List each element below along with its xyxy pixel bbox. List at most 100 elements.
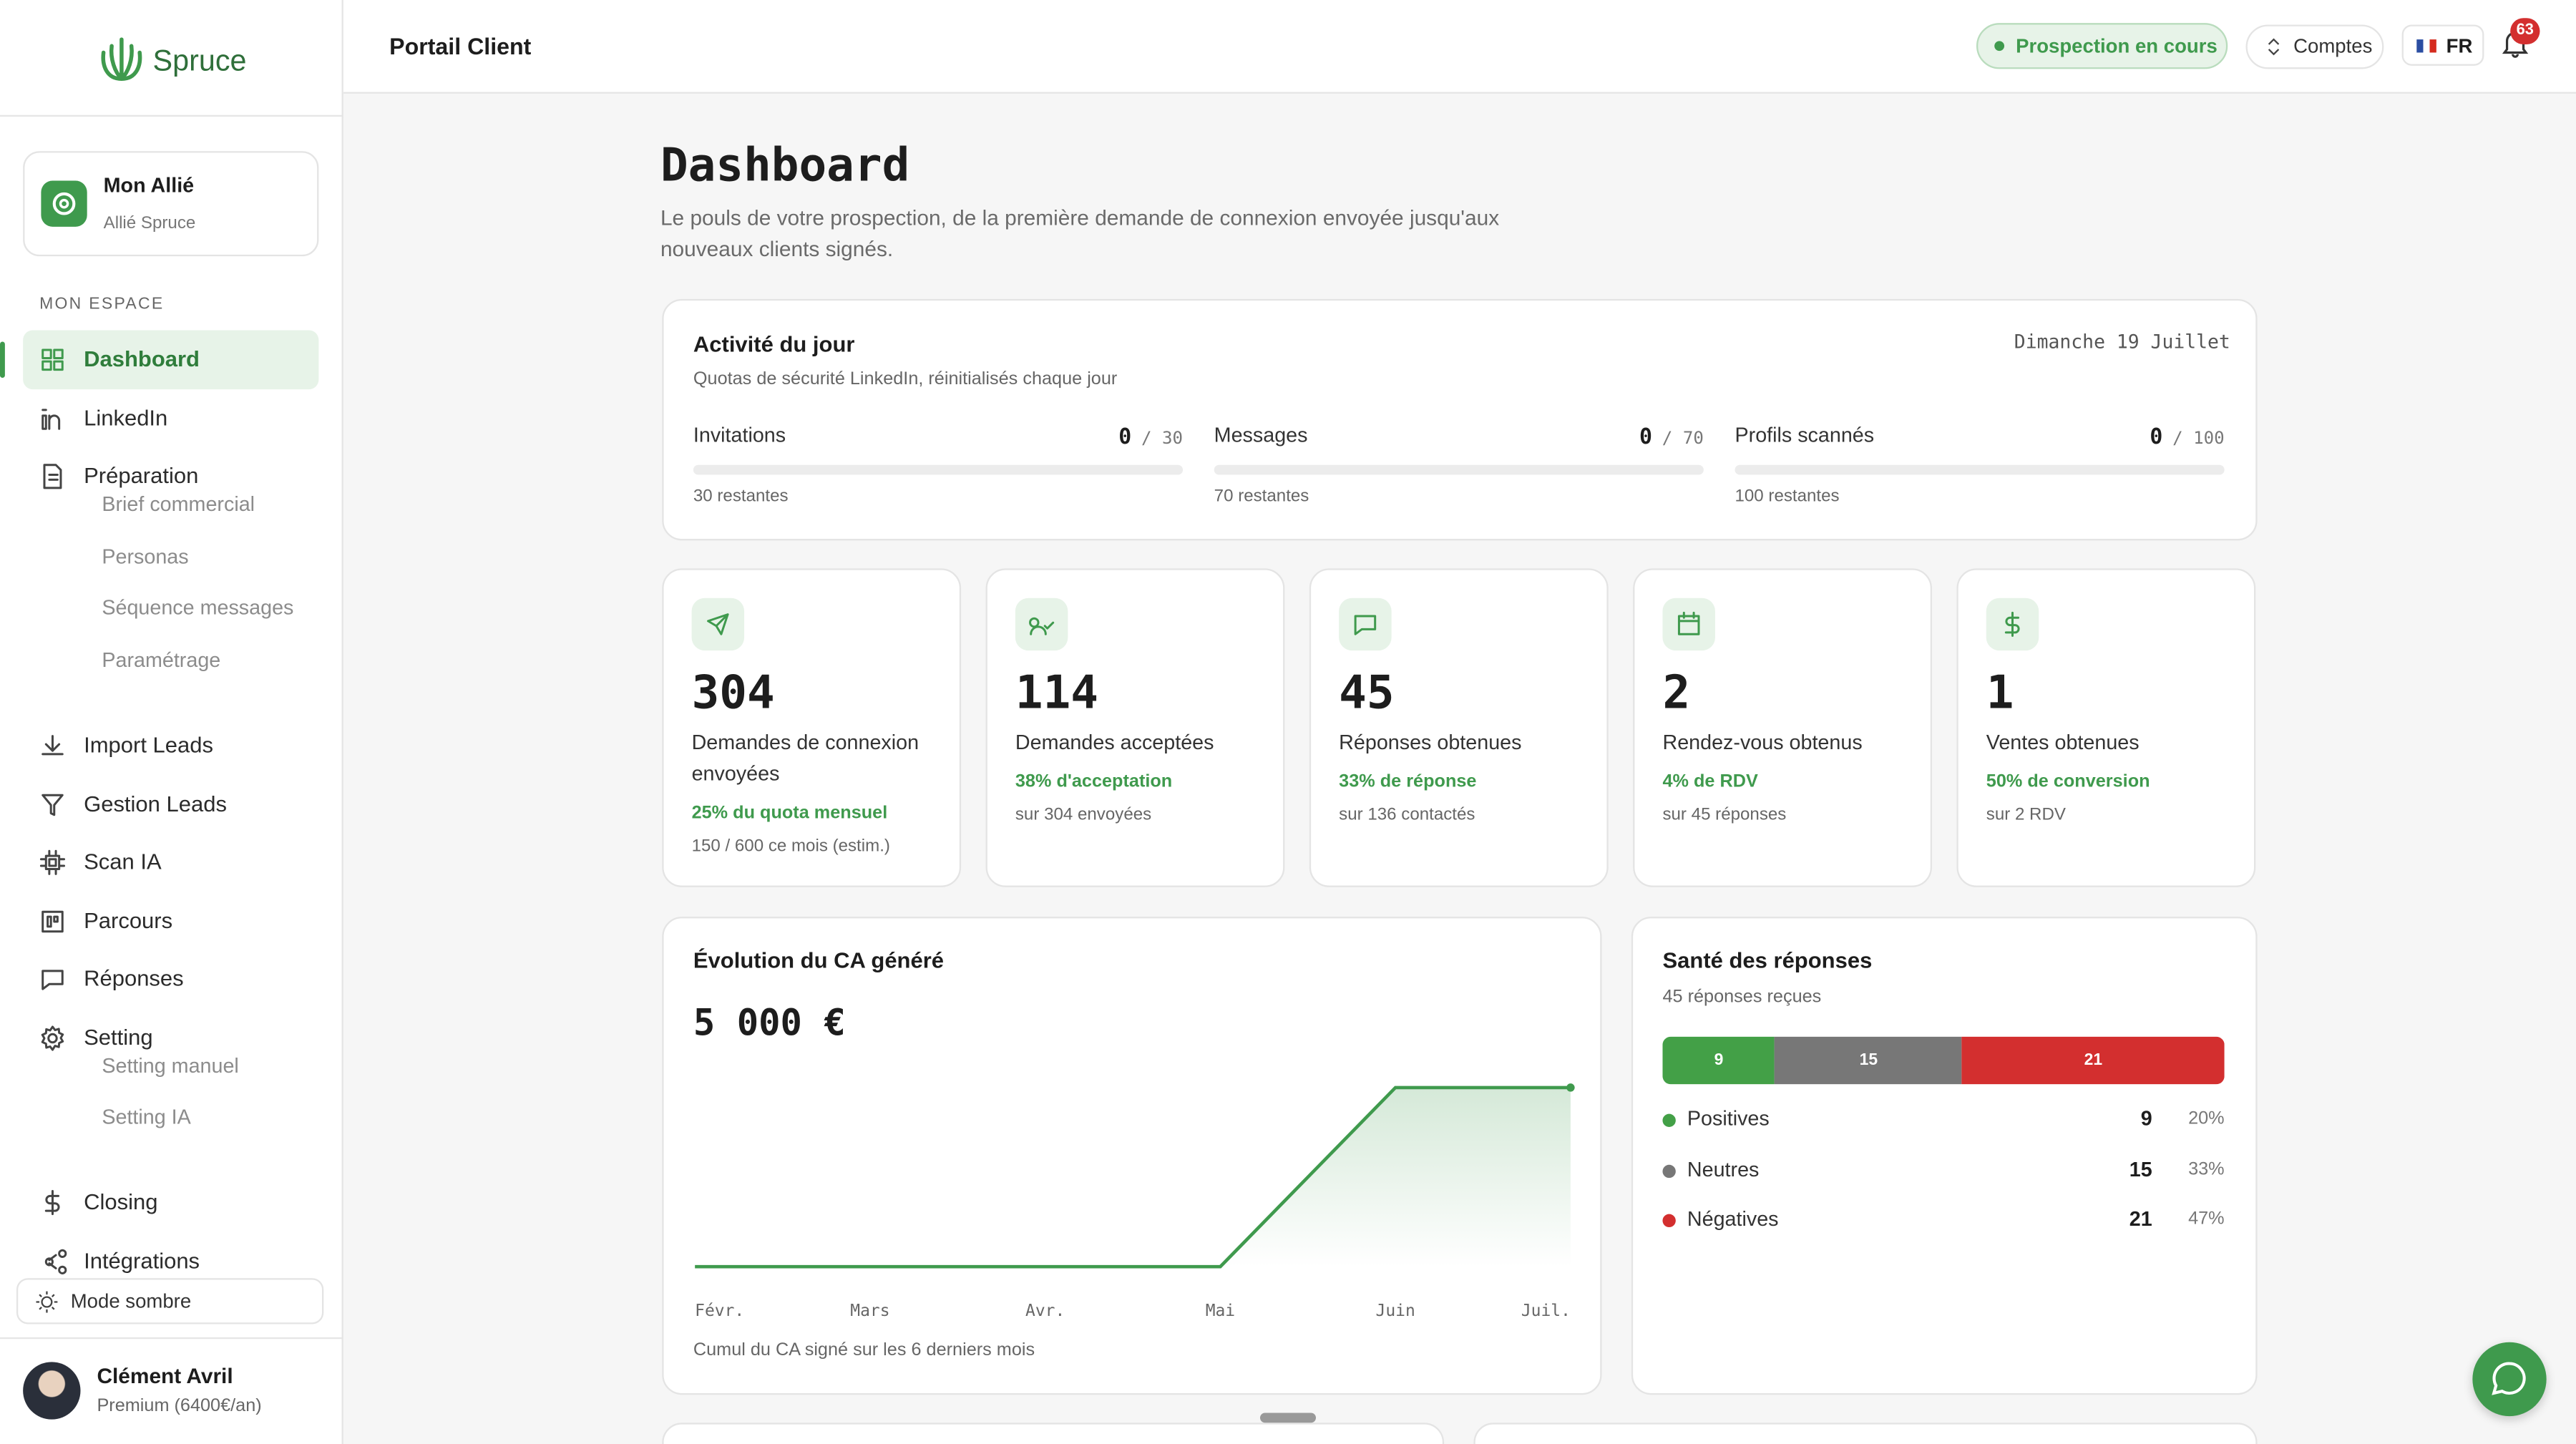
icon xyxy=(42,970,64,991)
legend-count: 9 xyxy=(2140,1107,2152,1131)
next-card xyxy=(662,1423,1445,1444)
kpi-label: Demandes de connexion envoyées xyxy=(691,731,919,786)
icon xyxy=(42,735,64,756)
status-pill[interactable] xyxy=(1976,23,2228,69)
health-segment: 9 xyxy=(1662,1036,1775,1085)
kpi-detail: 150 / 600 ce mois (estim.) xyxy=(691,836,890,857)
nav-item[interactable]: LinkedIn xyxy=(84,405,168,430)
nav-subitem[interactable]: Setting IA xyxy=(102,1106,191,1130)
icon xyxy=(2004,611,2020,638)
nav-item[interactable]: Setting xyxy=(84,1025,153,1050)
icon xyxy=(43,464,62,489)
legend-count: 21 xyxy=(2129,1207,2152,1231)
icon xyxy=(39,850,66,876)
kpi-rate: 25% du quota mensuel xyxy=(691,803,888,824)
kpi-icon-bg xyxy=(1662,597,1715,651)
quota-track xyxy=(1735,464,2225,475)
ally-title: Mon Allié xyxy=(103,174,195,197)
user-plan: Premium (6400€/an) xyxy=(97,1396,262,1417)
nav-item[interactable]: Réponses xyxy=(84,966,184,992)
nav-item[interactable]: Import Leads xyxy=(84,732,214,758)
kpi-detail: sur 45 réponses xyxy=(1662,805,1787,825)
kpi-detail: sur 136 contactés xyxy=(1339,805,1475,825)
chat-button[interactable] xyxy=(2472,1342,2547,1417)
nav-item[interactable]: Parcours xyxy=(84,908,173,933)
health-title: Santé des réponses xyxy=(1662,947,1873,973)
nav-subitem[interactable]: Setting manuel xyxy=(102,1054,239,1078)
kpi-rate: 4% de RDV xyxy=(1662,772,1758,792)
nav-active xyxy=(23,330,319,390)
icon xyxy=(44,1249,67,1274)
activity-date: Dimanche 19 Juillet xyxy=(2014,330,2230,353)
ally-subtitle: Allié Spruce xyxy=(103,213,196,234)
nav-subitem[interactable]: Séquence messages xyxy=(102,597,294,620)
kpi-value: 114 xyxy=(1015,665,1099,720)
icon xyxy=(42,910,64,932)
icon xyxy=(1029,617,1055,635)
kpi-icon-bg xyxy=(1015,597,1068,651)
kpi-label: Ventes obtenues xyxy=(1986,731,2140,754)
nav-item[interactable]: Intégrations xyxy=(84,1248,200,1273)
scroll-handle[interactable] xyxy=(1259,1413,1317,1423)
quota-limit: / 70 xyxy=(1662,429,1704,449)
legend-share: 47% xyxy=(2188,1209,2225,1229)
kpi-value: 45 xyxy=(1339,665,1395,720)
quota-used: 0 xyxy=(1118,425,1132,451)
icon xyxy=(41,1025,64,1051)
month-label: Mars xyxy=(850,1302,889,1320)
ally-icon xyxy=(41,180,87,227)
revenue-line xyxy=(695,1086,1571,1269)
month-label: Juil. xyxy=(1521,1302,1571,1320)
nav-item[interactable]: Scan IA xyxy=(84,849,162,874)
quota-count: 0 / 70 xyxy=(1214,422,1704,452)
nav-item[interactable]: Dashboard xyxy=(84,346,200,371)
quota-remaining: 100 restantes xyxy=(1735,486,1840,507)
avatar[interactable] xyxy=(23,1362,81,1420)
revenue-caption: Cumul du CA signé sur les 6 derniers moi… xyxy=(693,1340,1035,1361)
accounts-button[interactable] xyxy=(2245,24,2384,69)
revenue-total: 5 000 € xyxy=(693,1003,846,1045)
legend-share: 20% xyxy=(2188,1108,2225,1129)
kpi-rate: 50% de conversion xyxy=(1986,772,2150,792)
kpi-detail: sur 2 RDV xyxy=(1986,805,2066,825)
kpi-label: Réponses obtenues xyxy=(1339,731,1522,754)
quota-count: 0 / 100 xyxy=(1735,422,2224,452)
legend-dot xyxy=(1662,1214,1676,1228)
quota-remaining: 70 restantes xyxy=(1214,486,1309,507)
kpi-rate: 38% d'acceptation xyxy=(1015,772,1173,792)
nav-subitem[interactable]: Brief commercial xyxy=(102,492,255,516)
legend-count: 15 xyxy=(2129,1157,2152,1181)
nav-subitem[interactable]: Paramétrage xyxy=(102,649,221,673)
quota-used: 0 xyxy=(1639,425,1653,451)
kpi-rate: 33% de réponse xyxy=(1339,772,1477,792)
quota-limit: / 30 xyxy=(1141,429,1184,449)
status-label: Prospection en cours xyxy=(2016,34,2218,58)
logo xyxy=(101,37,142,81)
next-card xyxy=(1473,1423,2258,1444)
quota-count: 0 / 30 xyxy=(693,422,1183,452)
kpi-value: 304 xyxy=(691,665,775,720)
accounts-label: Comptes xyxy=(2293,34,2373,58)
legend-share: 33% xyxy=(2188,1158,2225,1179)
user-name: Clément Avril xyxy=(97,1363,233,1389)
brand: Spruce xyxy=(152,44,247,77)
kpi-detail: sur 304 envoyées xyxy=(1015,805,1152,825)
revenue-point xyxy=(1566,1083,1575,1092)
nav-item[interactable]: Closing xyxy=(84,1189,158,1215)
nav-subitem[interactable]: Personas xyxy=(102,545,189,568)
language-button[interactable] xyxy=(2401,24,2484,66)
notification-badge: 63 xyxy=(2510,18,2540,44)
legend-name: Neutres xyxy=(1687,1157,1760,1181)
page-title: Dashboard xyxy=(660,137,910,192)
page-subtitle: Le pouls de votre prospection, de la pre… xyxy=(660,205,1500,262)
quota-remaining: 30 restantes xyxy=(693,486,789,507)
icon xyxy=(707,613,729,635)
nav-item[interactable]: Préparation xyxy=(84,463,199,489)
dark-mode-label: Mode sombre xyxy=(70,1289,192,1313)
nav-item[interactable]: Gestion Leads xyxy=(84,791,227,816)
icon xyxy=(42,793,64,816)
revenue-title: Évolution du CA généré xyxy=(693,947,945,973)
dark-mode-toggle[interactable] xyxy=(16,1278,324,1325)
language-label: FR xyxy=(2446,34,2473,58)
